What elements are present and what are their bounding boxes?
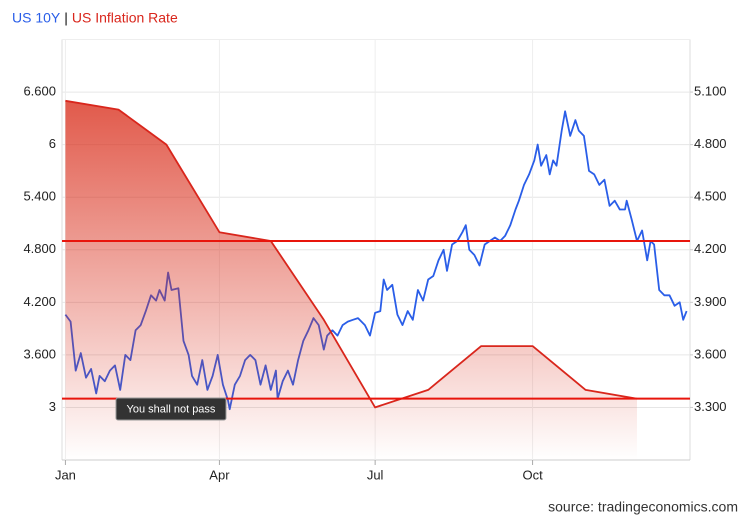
y2-tick-label: 4.800 (694, 136, 727, 151)
y-tick-label: 5.400 (23, 189, 56, 204)
tooltip-box (115, 397, 227, 421)
y2-tick-label: 3.300 (694, 399, 727, 414)
y2-tick-label: 3.900 (694, 294, 727, 309)
y-tick-label: 4.800 (23, 241, 56, 256)
y-tick-label: 3.600 (23, 346, 56, 361)
tooltip-text: You shall not pass (127, 403, 216, 415)
y2-tick-label: 5.100 (694, 84, 727, 99)
x-tick-label: Apr (209, 467, 230, 482)
y-tick-label: 6.600 (23, 84, 56, 99)
source: source: tradingeconomics.com (548, 499, 738, 515)
x-tick-label: Oct (522, 467, 543, 482)
tooltip: You shall not pass (115, 397, 227, 421)
title: US 10Y | US Inflation Rate (12, 10, 178, 26)
y-tick-label: 3 (49, 399, 56, 414)
legend-separator: | (64, 10, 68, 26)
y-tick-label: 4.200 (23, 294, 56, 309)
legend-entry: US 10Y (12, 10, 61, 26)
y2-tick-label: 3.600 (694, 346, 727, 361)
x-tick-label: Jul (367, 467, 384, 482)
series-line (65, 99, 638, 409)
y2-tick-label: 4.500 (694, 189, 727, 204)
y2-tick-label: 4.200 (694, 241, 727, 256)
y-tick-label: 6 (49, 136, 56, 151)
legend-entry: US Inflation Rate (72, 10, 178, 26)
x-tick-label: Jan (55, 467, 76, 482)
area-fill (65, 100, 637, 460)
